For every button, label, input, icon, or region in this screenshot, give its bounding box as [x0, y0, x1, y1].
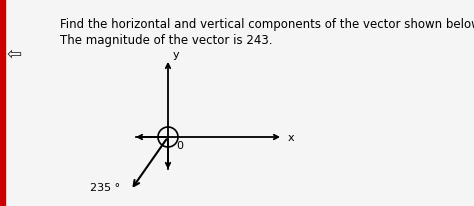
Text: x: x — [288, 132, 295, 142]
Text: ⇦: ⇦ — [7, 46, 21, 64]
Text: 235 °: 235 ° — [90, 182, 120, 192]
Text: y: y — [173, 50, 180, 60]
Text: The magnitude of the vector is 243.: The magnitude of the vector is 243. — [60, 34, 273, 47]
Bar — [0, 0, 5, 206]
Text: 0: 0 — [176, 140, 183, 150]
Text: Find the horizontal and vertical components of the vector shown below.: Find the horizontal and vertical compone… — [60, 18, 474, 31]
